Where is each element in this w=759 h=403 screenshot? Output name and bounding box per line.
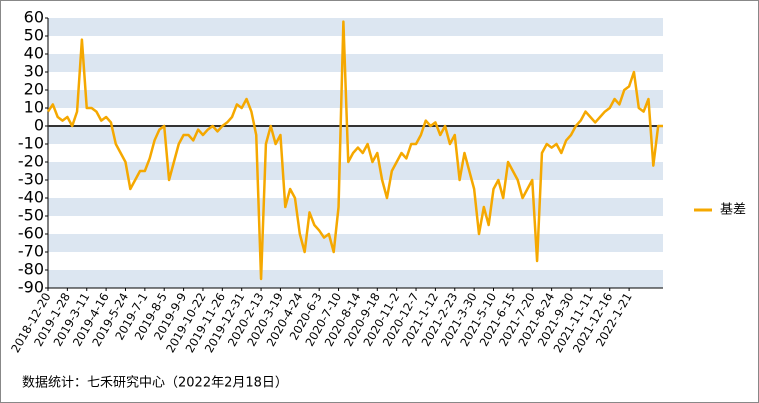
y-tick-label: 40 bbox=[24, 44, 44, 63]
grid-band bbox=[48, 198, 663, 216]
y-tick-label: 50 bbox=[24, 26, 44, 45]
grid-band bbox=[48, 54, 663, 72]
source-note: 数据统计：七禾研究中心（2022年2月18日） bbox=[22, 376, 288, 391]
legend-label: 基差 bbox=[720, 203, 746, 218]
grid-band bbox=[48, 90, 663, 108]
y-tick-label: -10 bbox=[18, 134, 44, 153]
y-tick-label: -40 bbox=[18, 188, 44, 207]
y-tick-label: -80 bbox=[18, 260, 44, 279]
y-tick-label: 10 bbox=[24, 98, 44, 117]
y-tick-label: -70 bbox=[18, 242, 44, 261]
y-tick-label: -30 bbox=[18, 170, 44, 189]
y-tick-label: -60 bbox=[18, 224, 44, 243]
y-tick-label: 30 bbox=[24, 62, 44, 81]
series-line bbox=[46, 20, 663, 281]
grid-band bbox=[48, 18, 663, 36]
y-tick-label: 0 bbox=[34, 116, 44, 135]
y-tick-label: -20 bbox=[18, 152, 44, 171]
grid-band bbox=[48, 270, 663, 288]
y-tick-label: 60 bbox=[24, 8, 44, 27]
grid-band bbox=[48, 126, 663, 144]
y-tick-label: -50 bbox=[18, 206, 44, 225]
grid-band bbox=[48, 234, 663, 252]
y-tick-label: -90 bbox=[18, 278, 44, 297]
y-tick-label: 20 bbox=[24, 80, 44, 99]
